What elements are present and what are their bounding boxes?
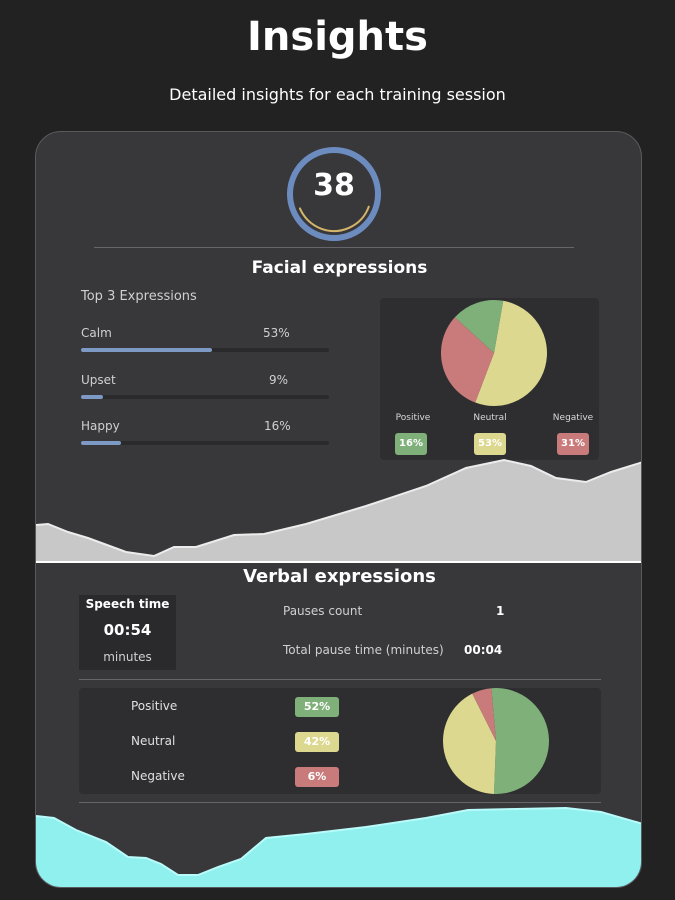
pie-legend-positive: Positive (395, 413, 431, 423)
divider (79, 802, 601, 803)
verbal-sentiment-panel: Positive Neutral Negative 52% 42% 6% (79, 688, 601, 794)
expression-percent: 53% (263, 326, 290, 340)
sentiment-label-negative: Negative (131, 769, 185, 783)
top-expressions-label: Top 3 Expressions (81, 289, 197, 304)
pie-slice-negative (441, 317, 494, 403)
pie-slice-neutral (443, 693, 496, 794)
pie-legend-neutral: Neutral (473, 413, 507, 423)
expression-bar-fill (81, 441, 121, 445)
total-pause-value: 00:04 (464, 643, 503, 657)
positive-badge: 16% (395, 433, 427, 455)
expression-bar-fill (81, 395, 104, 399)
expression-bar-track (81, 441, 329, 445)
speech-time-label: Speech time (85, 597, 170, 611)
facial-expressions-heading: Facial expressions (251, 258, 428, 278)
divider (94, 247, 574, 248)
score-ring (287, 147, 381, 241)
pie-slice-negative (472, 688, 496, 741)
sentiment-badge-neutral: 42% (295, 732, 339, 752)
total-pause-label: Total pause time (minutes) (283, 643, 444, 657)
expression-percent: 16% (264, 419, 291, 433)
speech-time-unit: minutes (103, 650, 152, 664)
sentiment-label-positive: Positive (131, 699, 178, 713)
expression-label: Upset (81, 373, 116, 387)
pie-slice-neutral (475, 300, 547, 406)
pauses-count-value: 1 (496, 604, 505, 618)
pie-slice-positive (491, 688, 549, 794)
speech-time-value: 00:54 (103, 621, 152, 639)
page-title: Insights (247, 14, 428, 60)
section-separator (36, 561, 641, 563)
expression-label: Happy (81, 419, 120, 433)
facial-pie-chart (441, 300, 547, 406)
expression-bar-fill (81, 348, 213, 352)
insights-card: 38 Facial expressions Top 3 Expressions … (35, 131, 642, 888)
divider (79, 679, 601, 680)
score-ring-progress (296, 156, 372, 232)
score-value: 38 (313, 168, 355, 203)
neutral-badge: 53% (474, 433, 506, 455)
pie-slice-positive (454, 300, 504, 353)
negative-badge: 31% (557, 433, 589, 455)
facial-pie-panel: Positive Neutral Negative 16% 53% 31% (380, 298, 599, 460)
facial-timeline-wave (36, 458, 641, 562)
expression-bar-track (81, 348, 329, 352)
expression-bar-track (81, 395, 329, 399)
expression-percent: 9% (269, 373, 289, 387)
expression-label: Calm (81, 326, 112, 340)
verbal-pie-chart (443, 688, 549, 794)
verbal-expressions-heading: Verbal expressions (243, 566, 436, 587)
verbal-timeline-wave (36, 806, 641, 887)
speech-time-box: Speech time 00:54 minutes (79, 595, 176, 670)
page-subtitle: Detailed insights for each training sess… (169, 85, 506, 104)
sentiment-badge-negative: 6% (295, 767, 339, 787)
sentiment-badge-positive: 52% (295, 697, 339, 717)
score-ring-track (287, 147, 381, 241)
pauses-count-label: Pauses count (283, 604, 363, 618)
pie-legend-negative: Negative (552, 413, 594, 423)
sentiment-label-neutral: Neutral (131, 734, 176, 748)
